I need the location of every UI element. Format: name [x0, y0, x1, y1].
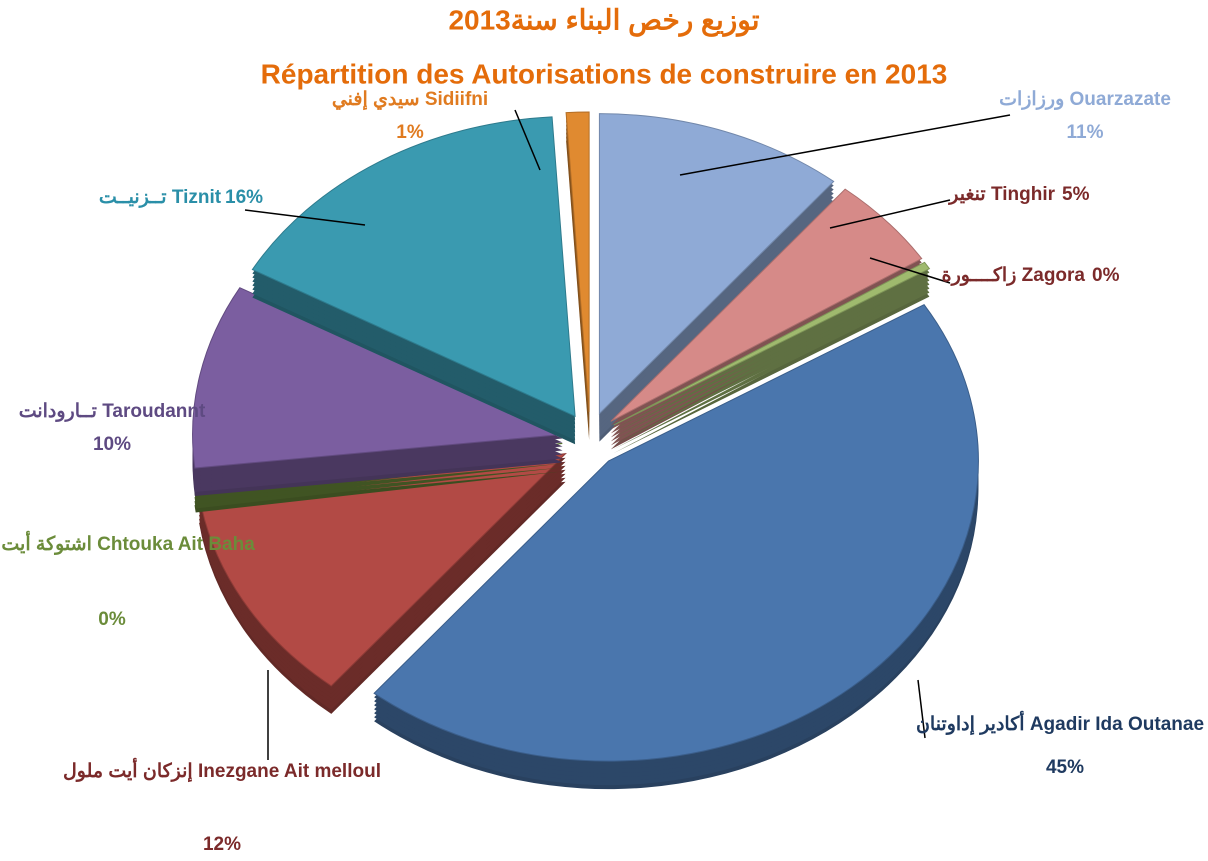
value-label: 45% [1046, 757, 1084, 778]
leader-line [869, 257, 951, 284]
slice [198, 453, 567, 687]
chart-subtitle: Répartition des Autorisations de constru… [261, 58, 948, 89]
slice-side [194, 471, 563, 513]
slice-label: إنزكان أيت ملول Inezgane Ait melloul [63, 757, 381, 783]
slice [192, 287, 565, 469]
slice-label: زاكــــورة Zagora [942, 265, 1086, 286]
slice [613, 261, 931, 426]
slice-side [194, 467, 563, 509]
value-label: 1% [396, 122, 424, 143]
chart-title: توزيع رخص البناء سنة2013 [448, 4, 759, 37]
slice [565, 111, 590, 413]
leader-line [514, 109, 541, 171]
slice-label: أكادير إداوتنان Agadir Ida Outanae [916, 710, 1204, 736]
pie [192, 111, 979, 790]
slice-label: سيدي إفني Sidiifni [332, 89, 488, 111]
value-label: 0% [1092, 265, 1120, 286]
slice-label: تــزنيــت Tiznit [99, 187, 222, 208]
slice-label: تــارودانت Taroudannt [19, 401, 206, 422]
leader-line [679, 114, 1011, 176]
slice [610, 188, 923, 422]
value-label: 11% [1067, 122, 1104, 143]
slice [373, 304, 979, 762]
slice-label: ورزازات Ouarzazate [999, 89, 1171, 110]
leader-line [829, 199, 951, 229]
value-label: 5% [1062, 184, 1090, 205]
value-label: 10% [93, 434, 131, 455]
slice [251, 116, 576, 418]
slice-label: تنغير Tinghir [947, 184, 1055, 205]
slice-side [194, 463, 563, 505]
value-label: 12% [203, 834, 241, 855]
leader-line [244, 209, 366, 226]
slice-label: اشتوكة أيت باها Chtouka Ait Baha [0, 530, 255, 555]
value-label: 0% [98, 609, 126, 630]
value-label: 16% [225, 187, 263, 208]
slice [598, 113, 835, 415]
leader-line [917, 679, 926, 739]
